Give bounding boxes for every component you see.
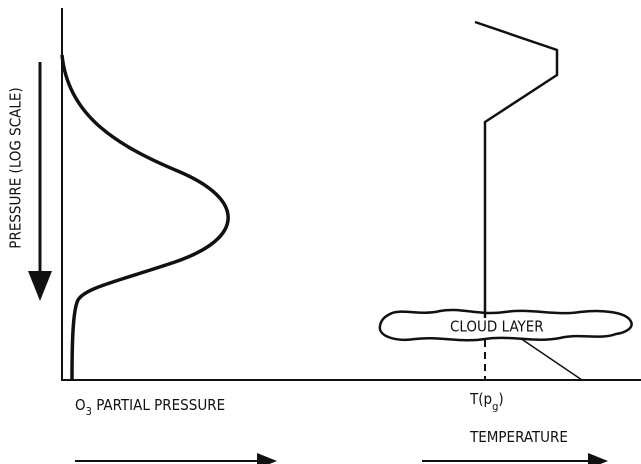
ozone-profile — [62, 55, 228, 380]
x-axis-label: O3 PARTIAL PRESSURE — [75, 396, 225, 418]
cloud-label: CLOUD LAYER — [450, 318, 544, 336]
label-part: PARTIAL PRESSURE — [92, 396, 225, 414]
label-part: T(p — [469, 390, 492, 408]
lapse-line — [520, 338, 582, 380]
y-axis-label: PRESSURE (LOG SCALE) — [7, 87, 25, 248]
temperature-marker: T(pg) — [469, 390, 504, 413]
temperature-profile — [475, 22, 557, 318]
temperature-label: TEMPERATURE — [469, 428, 568, 446]
diagram: PRESSURE (LOG SCALE) CLOUD LAYER O3 PART… — [0, 0, 641, 464]
label-part: O — [75, 396, 86, 414]
label-part: ) — [498, 390, 503, 408]
